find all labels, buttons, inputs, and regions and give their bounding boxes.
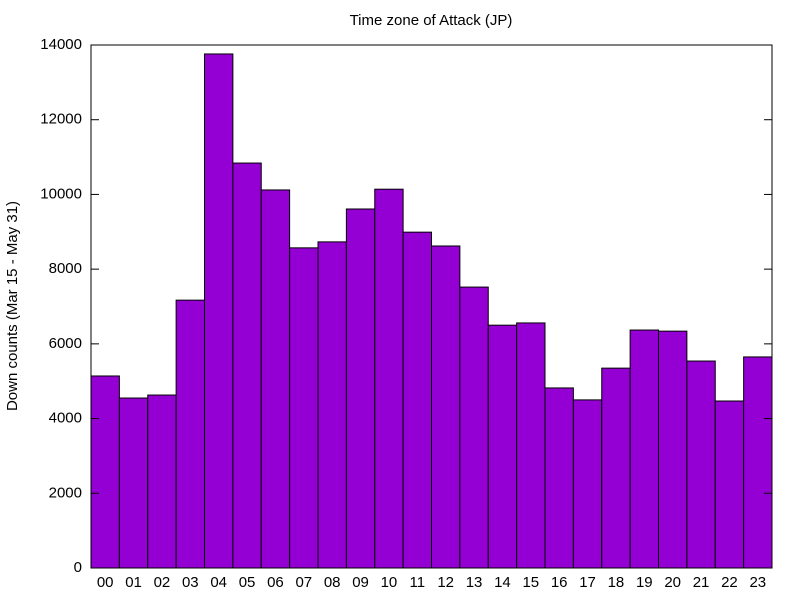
x-tick-label: 06 (267, 574, 284, 591)
x-tick-label: 09 (352, 574, 369, 591)
y-tick-label: 10000 (40, 185, 82, 202)
bar (487, 324, 518, 569)
y-tick-label: 8000 (49, 260, 82, 277)
x-tick-label: 17 (579, 574, 596, 591)
bar (345, 208, 376, 569)
x-tick-label: 08 (324, 574, 341, 591)
bar (658, 330, 688, 569)
x-tick-label: 12 (437, 574, 454, 591)
x-tick-label: 11 (410, 574, 426, 591)
x-tick-label: 20 (664, 574, 681, 591)
bar (260, 189, 291, 569)
bar (175, 299, 205, 569)
x-tick-label: 16 (551, 574, 568, 591)
y-tick-label: 2000 (49, 484, 82, 501)
bar (147, 394, 177, 569)
y-tick-label: 14000 (40, 36, 82, 53)
x-tick-label: 21 (693, 574, 710, 591)
bar (232, 162, 262, 569)
bar (289, 247, 319, 569)
bar (743, 356, 773, 569)
bar (90, 375, 120, 569)
bar (516, 322, 546, 569)
x-tick-label: 18 (608, 574, 625, 591)
x-tick-label: 04 (210, 574, 227, 591)
y-tick-label: 12000 (40, 111, 82, 128)
x-tick-label: 22 (721, 574, 738, 591)
bar (601, 367, 631, 569)
x-tick-label: 23 (749, 574, 766, 591)
bar (714, 400, 745, 569)
y-tick-label: 4000 (49, 410, 82, 427)
x-tick-label: 01 (125, 574, 142, 591)
x-tick-label: 13 (466, 574, 483, 591)
bar (317, 241, 347, 569)
x-tick-label: 00 (97, 574, 114, 591)
x-tick-label: 19 (636, 574, 653, 591)
bar (629, 329, 659, 569)
bar (686, 360, 716, 569)
x-tick-label: 03 (182, 574, 199, 591)
chart-title: Time zone of Attack (JP) (350, 12, 513, 29)
x-tick-label: 05 (239, 574, 256, 591)
bar (204, 53, 234, 569)
bar (431, 245, 461, 569)
bar (544, 387, 574, 569)
x-tick-label: 07 (295, 574, 312, 591)
plot-frame (90, 44, 773, 569)
bar (374, 188, 404, 569)
bar (459, 286, 489, 569)
x-tick-label: 10 (381, 574, 398, 591)
y-tick-label: 6000 (49, 335, 82, 352)
y-axis-label: Down counts (Mar 15 - May 31) (4, 201, 21, 411)
bar (118, 397, 149, 569)
x-tick-label: 14 (494, 574, 511, 591)
x-tick-label: 15 (522, 574, 539, 591)
bar (572, 399, 603, 569)
y-tick-label: 0 (74, 559, 82, 576)
bar (402, 231, 432, 569)
x-tick-label: 02 (154, 574, 171, 591)
